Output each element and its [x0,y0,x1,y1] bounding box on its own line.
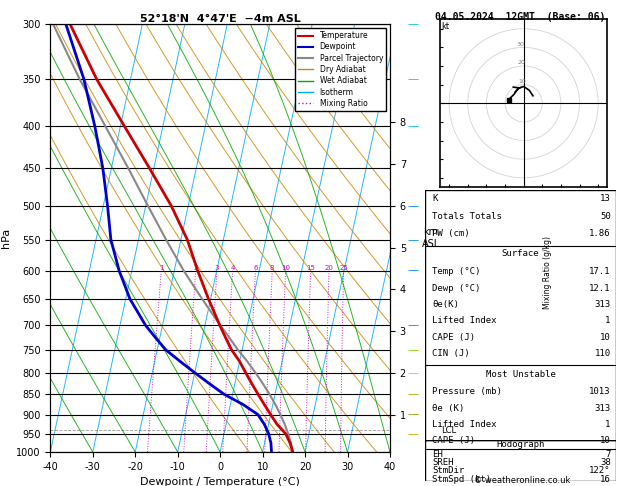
Text: —: — [408,389,419,399]
Text: Totals Totals: Totals Totals [432,211,502,221]
Text: —: — [408,429,419,439]
Text: CIN (J): CIN (J) [432,349,470,358]
Text: —: — [408,74,419,84]
Text: 13: 13 [600,194,611,203]
Text: 313: 313 [594,300,611,309]
Text: —: — [408,345,419,355]
Text: 1.86: 1.86 [589,229,611,238]
Text: CAPE (J): CAPE (J) [432,436,476,446]
Text: StmDir: StmDir [432,466,464,475]
Text: —: — [408,201,419,211]
Text: Lifted Index: Lifted Index [432,420,497,429]
Text: 10: 10 [281,264,290,271]
Text: 12.1: 12.1 [589,284,611,293]
Text: 50: 50 [600,211,611,221]
Text: 20: 20 [518,60,526,65]
Text: SREH: SREH [432,458,454,467]
Text: 313: 313 [594,404,611,413]
Title: 52°18'N  4°47'E  −4m ASL: 52°18'N 4°47'E −4m ASL [140,14,301,23]
Y-axis label: km
ASL: km ASL [422,227,440,249]
Text: LCL: LCL [441,426,456,434]
Text: 38: 38 [600,458,611,467]
Text: 3: 3 [214,264,220,271]
Text: EH: EH [432,450,443,459]
Text: 6: 6 [253,264,258,271]
Text: —: — [408,265,419,276]
Text: Surface: Surface [502,249,539,259]
Text: 4: 4 [230,264,235,271]
Text: 10: 10 [600,436,611,446]
Text: kt: kt [442,22,450,31]
Text: 10: 10 [600,333,611,342]
Text: θe(K): θe(K) [432,300,459,309]
Text: 122°: 122° [589,466,611,475]
Text: PW (cm): PW (cm) [432,229,470,238]
Text: —: — [408,235,419,244]
Text: θe (K): θe (K) [432,404,464,413]
Text: 110: 110 [594,349,611,358]
Text: 04.05.2024  12GMT  (Base: 06): 04.05.2024 12GMT (Base: 06) [435,12,606,22]
Text: Pressure (mb): Pressure (mb) [432,387,502,396]
Text: 10: 10 [519,79,526,84]
X-axis label: Dewpoint / Temperature (°C): Dewpoint / Temperature (°C) [140,477,300,486]
Legend: Temperature, Dewpoint, Parcel Trajectory, Dry Adiabat, Wet Adiabat, Isotherm, Mi: Temperature, Dewpoint, Parcel Trajectory… [295,28,386,111]
Text: 15: 15 [306,264,315,271]
Text: StmSpd (kt): StmSpd (kt) [432,474,491,484]
Text: 1013: 1013 [589,387,611,396]
Text: 30: 30 [517,41,525,47]
Text: K: K [432,194,438,203]
Text: —: — [408,368,419,378]
Text: 1: 1 [605,420,611,429]
Text: —: — [408,320,419,330]
Text: Dewp (°C): Dewp (°C) [432,284,481,293]
Text: Most Unstable: Most Unstable [486,369,555,379]
Text: © weatheronline.co.uk: © weatheronline.co.uk [474,476,571,485]
Text: —: — [408,19,419,29]
Text: Mixing Ratio (g/kg): Mixing Ratio (g/kg) [543,236,552,309]
Text: 8: 8 [270,264,274,271]
Text: 20: 20 [325,264,333,271]
Text: 16: 16 [600,474,611,484]
Text: 1: 1 [605,316,611,326]
Text: Temp (°C): Temp (°C) [432,267,481,276]
Text: 2: 2 [194,264,198,271]
Text: Hodograph: Hodograph [496,440,545,449]
Text: —: — [408,122,419,132]
Text: Lifted Index: Lifted Index [432,316,497,326]
Text: —: — [408,410,419,419]
Text: 1: 1 [159,264,164,271]
Y-axis label: hPa: hPa [1,228,11,248]
Text: 17.1: 17.1 [589,267,611,276]
Text: 7: 7 [605,450,611,459]
Text: CAPE (J): CAPE (J) [432,333,476,342]
Text: 25: 25 [339,264,348,271]
